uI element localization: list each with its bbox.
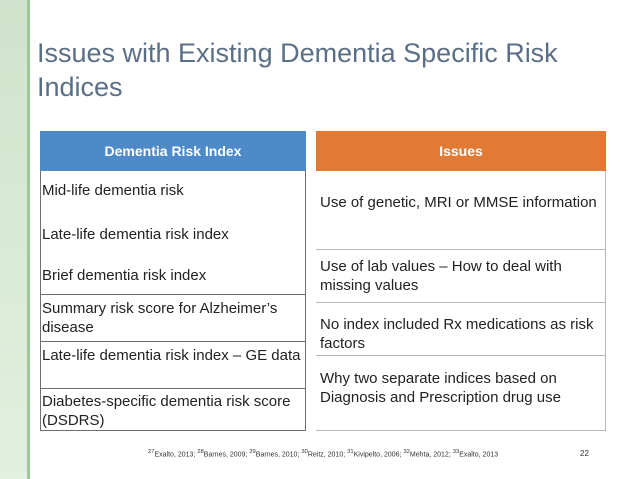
decorative-side-bar bbox=[0, 0, 27, 479]
risk-index-row: Mid-life dementia risk bbox=[42, 182, 184, 199]
risk-index-row: Diabetes-specific dementia risk score (D… bbox=[42, 393, 291, 429]
issue-row: Why two separate indices based on Diagno… bbox=[320, 370, 561, 406]
slide-title: Issues with Existing Dementia Specific R… bbox=[37, 38, 558, 102]
issue-box-4 bbox=[316, 356, 606, 431]
risk-index-row: Brief dementia risk index bbox=[42, 267, 207, 284]
risk-index-row: Late-life dementia risk index – GE data bbox=[42, 347, 301, 364]
issue-row: Use of genetic, MRI or MMSE information bbox=[320, 194, 597, 211]
issue-box-1 bbox=[316, 171, 606, 250]
issue-box-2 bbox=[316, 250, 606, 303]
references-footnote: 27Exalto, 2013; 28Barnes, 2009; 29Barnes… bbox=[148, 449, 499, 459]
header-issues: Issues bbox=[316, 131, 606, 171]
risk-index-row: Late-life dementia risk index bbox=[42, 226, 229, 243]
issue-row: No index included Rx medications as risk… bbox=[320, 316, 594, 352]
issue-box-3 bbox=[316, 303, 606, 356]
left-group-box-4 bbox=[40, 388, 306, 431]
side-bar-divider bbox=[27, 0, 30, 479]
header-dementia-risk-index: Dementia Risk Index bbox=[40, 131, 306, 171]
risk-index-row: Summary risk score for Alzheimer’s disea… bbox=[42, 300, 278, 336]
issue-row: Use of lab values – How to deal with mis… bbox=[320, 258, 562, 294]
page-number: 22 bbox=[580, 449, 589, 458]
